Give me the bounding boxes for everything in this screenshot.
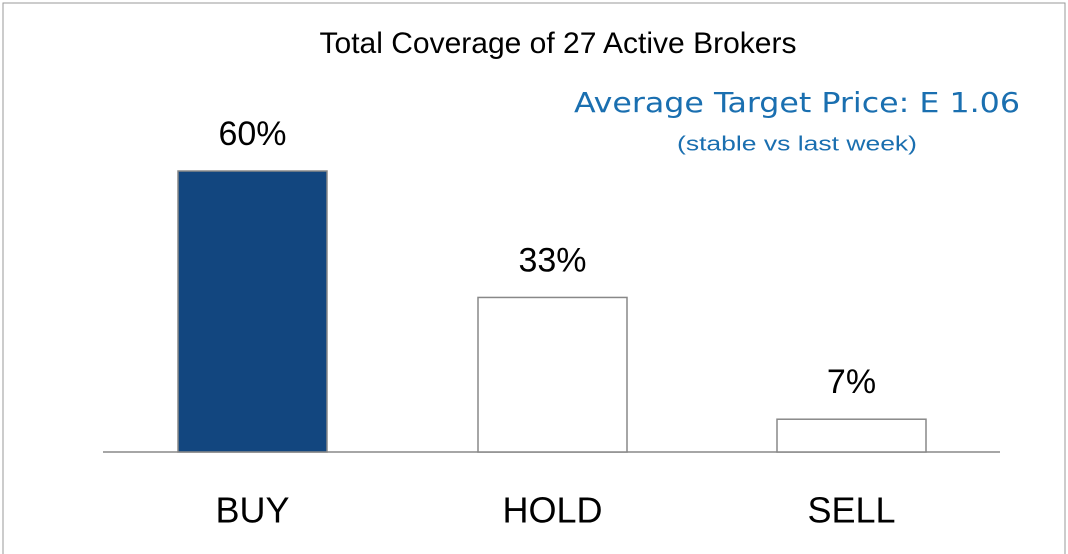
value-label: 33% <box>518 241 586 279</box>
category-label: BUY <box>215 490 289 531</box>
bar <box>177 170 328 453</box>
annotation: Average Target Price: E 1.06 <box>574 86 1020 119</box>
chart-title: Total Coverage of 27 Active Brokers <box>320 27 797 60</box>
category-label: HOLD <box>502 490 602 531</box>
value-label: 60% <box>218 115 286 153</box>
bar <box>776 418 927 453</box>
value-label: 7% <box>827 363 876 401</box>
bar <box>477 296 628 453</box>
category-label: SELL <box>807 490 895 531</box>
annotation: (stable vs last week) <box>677 133 917 155</box>
